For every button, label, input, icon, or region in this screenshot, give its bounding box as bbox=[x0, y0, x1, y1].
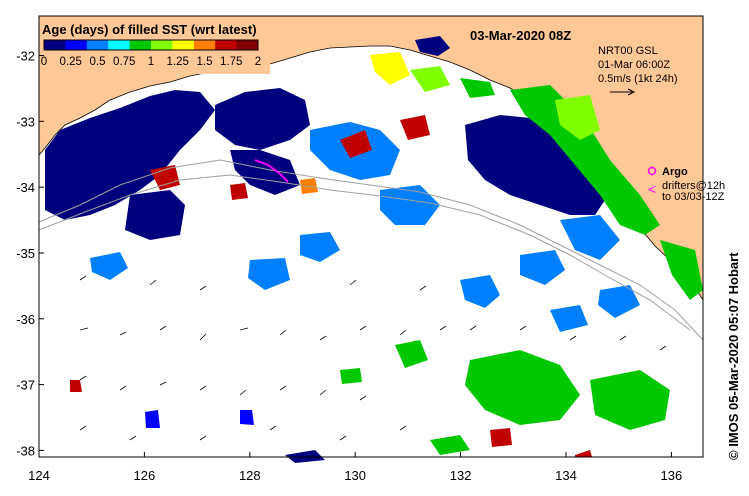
sst-patch bbox=[510, 85, 660, 235]
sst-patch bbox=[300, 232, 340, 262]
bathymetry-contour bbox=[38, 174, 691, 331]
sst-patch bbox=[575, 450, 592, 457]
sst-patch bbox=[560, 215, 620, 260]
sst-patch bbox=[415, 36, 450, 56]
sst-patch bbox=[660, 240, 703, 300]
current-arrows bbox=[79, 275, 667, 441]
sst-patch bbox=[230, 183, 248, 200]
sst-patch bbox=[70, 380, 82, 392]
colorbar-swatch bbox=[129, 40, 152, 50]
credit-text: © IMOS 05-Mar-2020 05:07 Hobart bbox=[726, 252, 741, 460]
bathymetry-contour bbox=[38, 159, 704, 341]
map-border bbox=[38, 15, 704, 458]
colorbar-swatch bbox=[236, 40, 259, 50]
sst-patch bbox=[248, 258, 290, 290]
drifters-label: drifters@12h bbox=[662, 180, 725, 192]
y-tick-label: -37 bbox=[16, 378, 35, 393]
sst-patch bbox=[125, 190, 185, 240]
sst-patch bbox=[520, 250, 565, 285]
drifter-icon: < bbox=[648, 181, 656, 197]
sst-patch bbox=[300, 178, 318, 194]
x-tick-label: 130 bbox=[344, 468, 366, 483]
bathymetry bbox=[38, 159, 704, 341]
sst-patch bbox=[460, 275, 500, 308]
colorbar-swatch bbox=[172, 40, 195, 50]
argo-track bbox=[254, 159, 289, 183]
sst-patch bbox=[465, 350, 580, 425]
x-tick-label: 128 bbox=[239, 468, 261, 483]
sst-patch bbox=[400, 115, 430, 140]
sst-patch bbox=[460, 78, 495, 98]
x-tick-label: 126 bbox=[134, 468, 156, 483]
colorbar-swatch bbox=[215, 40, 238, 50]
colorbar-tick-label: 1 bbox=[148, 56, 154, 68]
sst-patch bbox=[490, 428, 512, 447]
sst-patch bbox=[370, 52, 410, 85]
sst-patch bbox=[230, 150, 300, 195]
y-tick-label: -36 bbox=[16, 312, 35, 327]
sst-patch bbox=[395, 340, 428, 368]
colorbar-swatch bbox=[86, 40, 109, 50]
info-line-1: NRT00 GSL bbox=[598, 45, 658, 57]
sst-patch bbox=[45, 90, 215, 220]
sst-patch bbox=[598, 285, 640, 318]
y-tick-label: -34 bbox=[16, 180, 35, 195]
sst-patch bbox=[340, 130, 372, 158]
x-axis: 124 126 128 130 132 134 136 bbox=[28, 452, 682, 483]
sst-patch bbox=[340, 368, 362, 384]
sst-patch bbox=[240, 410, 254, 425]
sst-patch bbox=[555, 95, 600, 140]
colorbar-tick-label: 1.5 bbox=[197, 56, 213, 68]
x-tick-label: 124 bbox=[28, 468, 50, 483]
x-tick-label: 134 bbox=[555, 468, 577, 483]
argo-label: Argo bbox=[662, 166, 688, 178]
colorbar-tick-label: 0.5 bbox=[90, 56, 106, 68]
info-line-3: 0.5m/s (1kt 24h) bbox=[598, 73, 677, 85]
colorbar-title: Age (days) of filled SST (wrt latest) bbox=[42, 22, 257, 37]
sst-patch bbox=[150, 165, 180, 190]
y-tick-label: -35 bbox=[16, 246, 35, 261]
x-tick-label: 132 bbox=[450, 468, 472, 483]
colorbar-swatch bbox=[44, 40, 66, 50]
sst-patch bbox=[590, 370, 670, 430]
sst-patch bbox=[430, 435, 470, 455]
colorbar-tick-label: 0.75 bbox=[113, 56, 135, 68]
sst-patch bbox=[410, 66, 450, 92]
colorbar-tick-label: 0.25 bbox=[60, 56, 82, 68]
colorbar-tick-label: 1.75 bbox=[220, 56, 242, 68]
y-tick-label: -32 bbox=[16, 48, 35, 63]
colorbar-swatch bbox=[65, 40, 88, 50]
colorbar-tick-label: 1.25 bbox=[167, 56, 189, 68]
info-line-2: 01-Mar 06:00Z bbox=[598, 59, 670, 71]
drifters-date: to 03/03-12Z bbox=[662, 191, 725, 203]
sst-patch bbox=[380, 185, 440, 225]
colorbar-swatch bbox=[151, 40, 173, 50]
sst-patch bbox=[90, 252, 128, 280]
colorbar: 0 0.25 0.5 0.75 1 1.25 1.5 1.75 2 bbox=[40, 18, 270, 74]
sst-patch bbox=[215, 88, 310, 150]
date-label: 03-Mar-2020 08Z bbox=[470, 28, 571, 43]
sst-patch bbox=[550, 305, 588, 332]
sst-patches bbox=[45, 36, 703, 463]
colorbar-border bbox=[43, 39, 259, 51]
y-tick-label: -33 bbox=[16, 114, 35, 129]
y-axis: -32 -33 -34 -35 -36 -37 -38 bbox=[16, 48, 44, 458]
scale-arrow-head bbox=[627, 88, 636, 96]
argo-icon bbox=[647, 166, 657, 176]
colorbar-tick-label: 0 bbox=[41, 56, 47, 68]
sst-patch bbox=[145, 410, 160, 428]
colorbar-swatch bbox=[193, 40, 216, 50]
x-tick-label: 136 bbox=[661, 468, 683, 483]
sst-patch bbox=[465, 115, 605, 215]
colorbar-swatch bbox=[108, 40, 131, 50]
y-tick-label: -38 bbox=[16, 443, 35, 458]
colorbar-tick-label: 2 bbox=[255, 56, 261, 68]
